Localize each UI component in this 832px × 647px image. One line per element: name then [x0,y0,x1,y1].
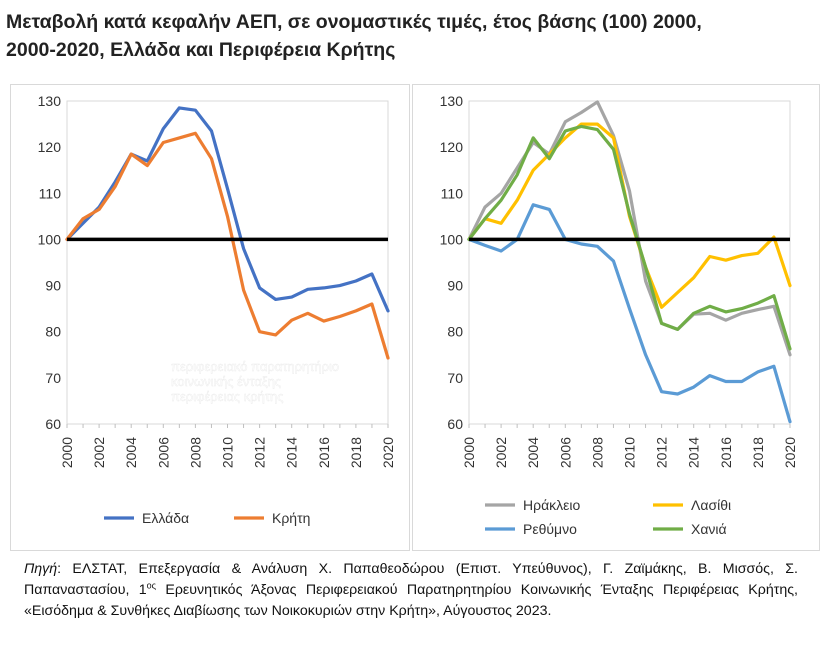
y-tick-label: 120 [440,139,464,155]
legend-label: Κρήτη [272,510,310,526]
y-tick-label: 100 [440,231,464,247]
chart-right-svg: 60 70 80 90 100 110 120 130 2000 2002 2004 2006 2008… [440,93,798,537]
y-tick-label: 130 [440,93,464,109]
source-superscript: ος [146,580,157,591]
x-tick-label: 2018 [750,437,766,468]
x-tick-label: 2012 [252,437,268,468]
x-tick-label: 2020 [380,437,396,468]
y-tick-label: 110 [441,185,464,201]
y-tick-label: 90 [447,278,463,294]
legend-label: Ρεθύμνο [523,521,577,537]
y-tick-label: 70 [45,370,61,386]
x-tick-label: 2000 [59,437,75,468]
y-tick-label: 80 [447,324,463,340]
series-line [65,106,390,313]
source-note: Πηγή: ΕΛΣΤΑΤ, Επεξεργασία & Ανάλυση Χ. Π… [24,559,798,622]
watermark-logo-circle [118,365,164,417]
x-tick-label: 2014 [284,437,300,468]
watermark-logo-shape [70,365,118,417]
watermark-text: περιφέρειας κρήτης [171,389,284,404]
y-tick-label: 70 [447,370,463,386]
series-line [467,203,792,424]
y-tick-label: 80 [45,324,61,340]
y-tick-label: 110 [39,185,62,201]
x-tick-label: 2020 [782,437,798,468]
x-tick-label: 2012 [654,437,670,468]
x-tick-label: 2004 [525,437,541,468]
legend-label: Ηράκλειο [523,497,581,513]
source-text-part1: : ΕΛΣΤΑΤ, Επεξεργασία & Ανάλυση Χ. Παπαθ… [24,561,798,598]
x-tick-label: 2018 [348,437,364,468]
chart-title-line1: Μεταβολή κατά κεφαλήν ΑΕΠ, σε ονομαστικέ… [6,11,702,33]
x-tick-label: 2008 [187,437,203,468]
series-line [467,100,792,357]
chart-panel-left: περιφερειακό παρατηρητήριο κοινωνικής έντ… [10,84,410,551]
y-tick-label: 100 [38,231,62,247]
x-tick-label: 2000 [461,437,477,468]
x-tick-label: 2002 [493,437,509,468]
chart-title-line2: 2000-2020, Ελλάδα και Περιφέρεια Κρήτης [6,39,396,61]
chart-panel-right: 60 70 80 90 100 110 120 130 2000 2002 2004 2006 2008… [412,84,820,551]
series-line [467,124,792,351]
x-tick-label: 2004 [123,437,139,468]
legend-label: Χανιά [691,521,727,537]
x-tick-label: 2006 [155,437,171,468]
watermark-text: κοινωνικής ένταξης [171,374,281,389]
source-label: Πηγή [24,561,58,577]
x-tick-label: 2014 [686,437,702,468]
y-tick-label: 130 [38,93,62,109]
x-tick-label: 2010 [220,437,236,468]
y-tick-label: 120 [38,139,62,155]
source-text-part2: Ερευνητικός Άξονας Περιφερειακού Παρατηρ… [24,582,798,619]
plot-area [468,100,791,425]
watermark-text: περιφερειακό παρατηρητήριο [171,359,339,374]
series-line [65,131,390,360]
y-tick-label: 90 [45,278,61,294]
x-tick-label: 2008 [589,437,605,468]
legend-label: Λασίθι [691,497,731,513]
legend-label: Ελλάδα [142,510,189,526]
y-tick-label: 60 [447,416,463,432]
y-tick-label: 60 [45,416,61,432]
x-tick-label: 2006 [557,437,573,468]
chart-title: Μεταβολή κατά κεφαλήν ΑΕΠ, σε ονομαστικέ… [6,8,826,64]
x-tick-label: 2002 [91,437,107,468]
x-tick-label: 2010 [622,437,638,468]
x-tick-label: 2016 [316,437,332,468]
x-tick-label: 2016 [718,437,734,468]
